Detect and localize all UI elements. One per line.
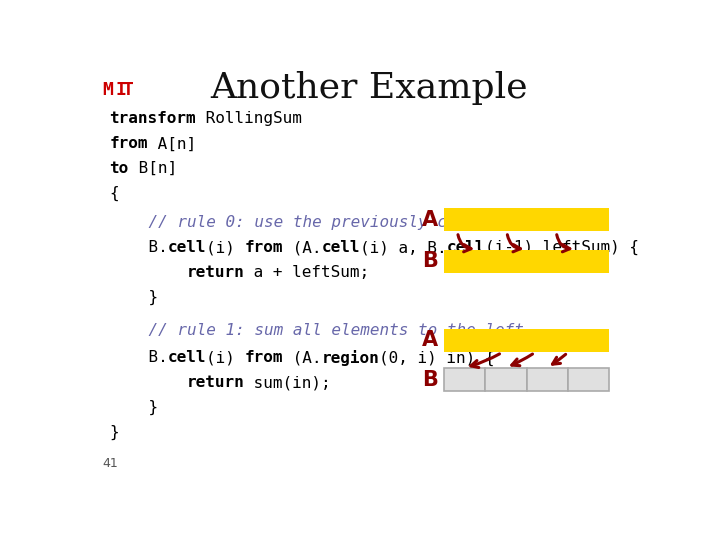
Text: from: from [109,136,148,151]
Text: return: return [186,265,244,280]
Text: RollingSum: RollingSum [196,111,302,126]
Text: // rule 1: sum all elements to the left: // rule 1: sum all elements to the left [109,323,523,339]
Text: Another Example: Another Example [210,71,528,105]
Bar [568,368,609,391]
Text: (A.: (A. [283,240,321,255]
Text: A: A [423,330,438,350]
Text: B: B [423,370,438,390]
Text: B: B [423,251,438,271]
Text: }: } [109,290,158,305]
Text: // rule 0: use the previously computed value: // rule 0: use the previously computed v… [109,215,572,230]
Text: cell: cell [321,240,360,255]
Text: B.: B. [109,350,167,366]
Text: A[n]: A[n] [148,136,196,151]
Text: (0, i) in) {: (0, i) in) { [379,350,495,366]
Text: cell: cell [167,240,206,255]
Text: T: T [122,82,133,99]
Text: }: } [109,425,119,441]
Bar [526,368,568,391]
Text: M: M [102,82,113,99]
Text: cell: cell [167,350,206,366]
Text: transform: transform [109,111,196,126]
Bar [444,250,609,273]
Text: B[n]: B[n] [129,161,177,176]
Text: (i-1) leftSum) {: (i-1) leftSum) { [485,240,639,255]
Text: (i): (i) [206,350,244,366]
Text: sum(in);: sum(in); [244,375,331,390]
Text: (A.: (A. [283,350,321,366]
Text: (i): (i) [206,240,244,255]
Text: B.: B. [109,240,167,255]
Bar [444,329,609,352]
Text: I: I [116,82,127,99]
Text: {: { [109,186,119,201]
Text: cell: cell [446,240,485,255]
Bar [444,368,485,391]
Text: from: from [244,350,283,366]
Text: return: return [186,375,244,390]
Bar [444,208,609,231]
Text: to: to [109,161,129,176]
Text: 41: 41 [102,457,118,470]
Text: region: region [321,350,379,366]
Text: }: } [109,400,158,415]
Text: (i) a, B.: (i) a, B. [360,240,446,255]
Text: A: A [423,210,438,230]
Text: from: from [244,240,283,255]
Bar [485,368,526,391]
Text: a + leftSum;: a + leftSum; [244,265,369,280]
